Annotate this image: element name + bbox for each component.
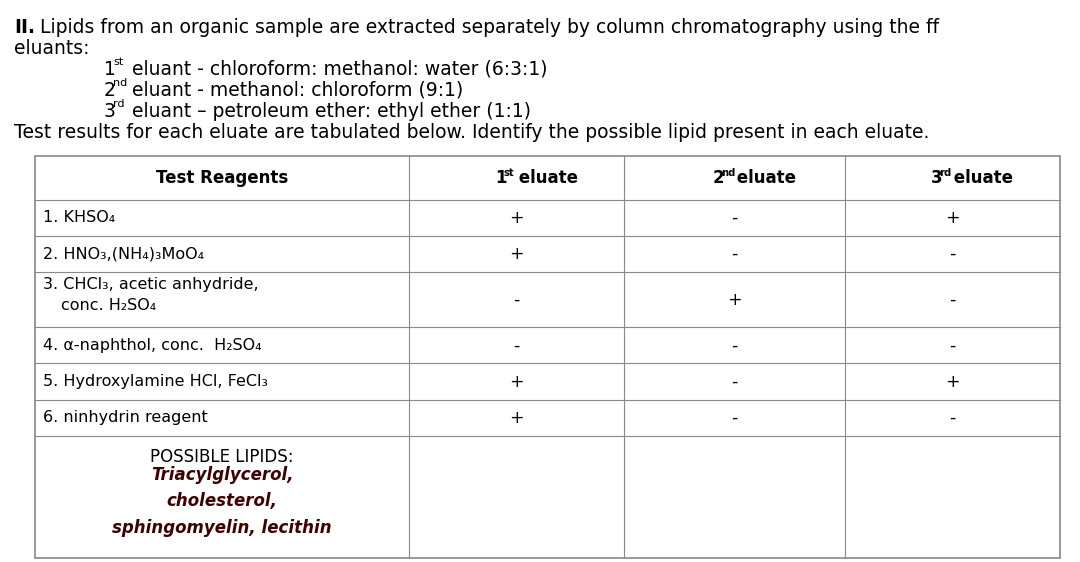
Text: 4. α-naphthol, conc.  H₂SO₄: 4. α-naphthol, conc. H₂SO₄ [43,338,261,353]
Text: -: - [949,409,956,427]
Text: +: + [945,209,960,226]
Text: rd: rd [940,168,951,178]
Text: 1. KHSO₄: 1. KHSO₄ [43,210,116,225]
Text: 3: 3 [104,102,116,121]
Text: nd: nd [113,78,127,88]
Text: eluant – petroleum ether: ethyl ether (1:1): eluant – petroleum ether: ethyl ether (1… [126,102,531,121]
Text: -: - [514,337,519,355]
Text: -: - [514,291,519,309]
Text: 6. ninhydrin reagent: 6. ninhydrin reagent [43,410,207,425]
Text: eluant - methanol: chloroform (9:1): eluant - methanol: chloroform (9:1) [126,81,463,100]
Text: -: - [949,337,956,355]
Text: 3: 3 [930,169,942,187]
Text: rd: rd [113,99,124,108]
Text: 2: 2 [104,81,116,100]
Text: eluate: eluate [730,169,796,187]
Text: 1: 1 [495,169,507,187]
Text: +: + [945,373,960,391]
Text: +: + [510,373,524,391]
Text: Test Reagents: Test Reagents [156,169,288,187]
Text: +: + [510,209,524,226]
Text: eluate: eluate [513,169,578,187]
Text: eluate: eluate [948,169,1013,187]
Text: 3. CHCl₃, acetic anhydride,: 3. CHCl₃, acetic anhydride, [43,277,258,292]
Text: st: st [503,168,514,178]
Text: II.: II. [14,18,35,37]
Text: 5. Hydroxylamine HCl, FeCl₃: 5. Hydroxylamine HCl, FeCl₃ [43,374,268,389]
Text: st: st [113,57,123,67]
Text: eluant - chloroform: methanol: water (6:3:1): eluant - chloroform: methanol: water (6:… [126,60,548,79]
Bar [35,156,1059,558]
Text: +: + [510,245,524,263]
Text: cholesterol,: cholesterol, [166,492,278,510]
Text: +: + [727,291,742,309]
Text: eluants:: eluants: [14,39,90,58]
Text: -: - [731,409,738,427]
Text: sphingomyelin, lecithin: sphingomyelin, lecithin [112,519,332,537]
Text: conc. H₂SO₄: conc. H₂SO₄ [60,298,157,312]
Text: +: + [510,409,524,427]
Text: -: - [731,337,738,355]
Text: Lipids from an organic sample are extracted separately by column chromatography : Lipids from an organic sample are extrac… [40,18,939,37]
Text: -: - [731,245,738,263]
Text: -: - [949,245,956,263]
Text: nd: nd [721,168,735,178]
Text: 2: 2 [713,169,725,187]
Text: -: - [731,209,738,226]
Text: 2. HNO₃,(NH₄)₃MoO₄: 2. HNO₃,(NH₄)₃MoO₄ [43,246,204,261]
Text: Triacylglycerol,: Triacylglycerol, [151,466,294,484]
Text: -: - [949,291,956,309]
Text: -: - [731,373,738,391]
Text: Test results for each eluate are tabulated below. Identify the possible lipid pr: Test results for each eluate are tabulat… [14,123,930,142]
Text: 1: 1 [104,60,116,79]
Text: POSSIBLE LIPIDS:: POSSIBLE LIPIDS: [150,448,294,466]
